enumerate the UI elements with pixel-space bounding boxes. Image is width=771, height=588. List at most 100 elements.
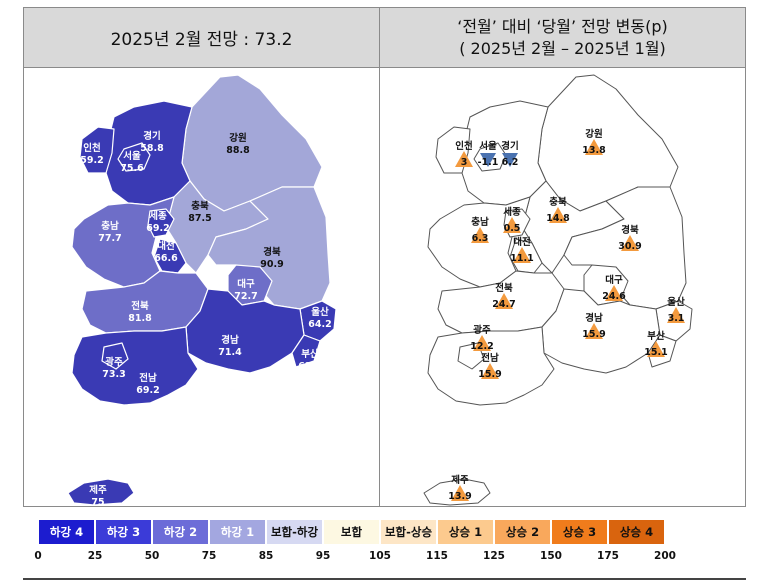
region-value-gangwon: 88.8 [226, 145, 250, 156]
change-region-name-daejeon: 대전 [513, 236, 530, 248]
region-name-chungnam: 충남 [101, 220, 119, 232]
left-map-labels: 인천59.2경기58.8서울75.6강원88.8충북87.5충남77.7세종69… [80, 130, 331, 506]
region-value-incheon: 59.2 [80, 155, 103, 166]
change-region-value-sejong: 0.5 [504, 223, 521, 234]
legend-item-2: 하강 2 [152, 519, 209, 545]
change-region-name-gwangju: 광주 [473, 324, 491, 336]
region-value-gyeongnam: 71.4 [218, 347, 242, 358]
region-name-sejong: 세종 [149, 210, 167, 222]
change-region-name-ulsan: 울산 [667, 296, 685, 308]
region-value-sejong: 69.2 [146, 223, 169, 234]
panel-divider [379, 7, 380, 507]
region-value-busan: 63.1 [298, 361, 321, 372]
region-value-ulsan: 64.2 [308, 319, 331, 330]
region-value-jeonnam: 69.2 [136, 385, 159, 396]
right-map-markers: 인천 3 서울 -1.1경기 6.2 강원 13.8 충북 14.8 충남 6.3 세종 0.5 대전 11… [448, 128, 685, 502]
left-panel-title: 2025년 2월 전망 : 73.2 [24, 8, 379, 68]
right-title-line2: ( 2025년 2월 – 2025년 1월) [459, 38, 666, 58]
legend-item-9: 상승 3 [551, 519, 608, 545]
change-region-name-jeju: 제주 [451, 474, 469, 486]
region-name-busan: 부산 [301, 348, 319, 360]
change-region-value-gwangju: 12.2 [470, 341, 493, 352]
change-region-name-daegu: 대구 [605, 274, 623, 286]
right-change-map: 인천 3 서울 -1.1경기 6.2 강원 13.8 충북 14.8 충남 6.3 세종 0.5 대전 11… [423, 74, 693, 506]
up-triangle-busan [647, 341, 665, 357]
up-triangle-daejeon [513, 247, 531, 263]
legend-item-6: 보합-상승 [380, 519, 437, 545]
change-region-value-chungnam: 6.3 [472, 233, 489, 244]
legend-tick-9: 150 [540, 550, 562, 562]
left-choropleth-map: 인천59.2경기58.8서울75.6강원88.8충북87.5충남77.7세종69… [67, 74, 337, 506]
legend-tick-3: 75 [201, 550, 217, 562]
region-name-jeonnam: 전남 [139, 372, 157, 384]
change-region-name-gyeongnam: 경남 [585, 312, 603, 324]
region-sejong [147, 208, 175, 238]
right-panel-title: ‘전월’ 대비 ‘당월’ 전망 변동(p) ( 2025년 2월 – 2025년… [380, 8, 745, 68]
up-triangle-gangwon [585, 139, 603, 155]
legend-tick-5: 95 [315, 550, 331, 562]
change-region-value-ulsan: 3.1 [668, 313, 685, 324]
change-region-value-daejeon: 11.1 [510, 253, 533, 264]
region-name-daejeon: 대전 [157, 240, 174, 252]
legend-item-5: 보합 [323, 519, 380, 545]
region-name-gyeonggi: 경기 [143, 130, 160, 142]
legend-tick-6: 105 [369, 550, 391, 562]
up-triangle-gwangju [473, 335, 491, 351]
region-value-gyeongbuk: 90.9 [260, 259, 283, 270]
up-triangle-sejong [503, 217, 521, 233]
region-jeonnam [71, 326, 199, 406]
change-region-value-jeonnam: 15.9 [478, 369, 501, 380]
legend-item-1: 하강 3 [95, 519, 152, 545]
region-incheon [79, 126, 115, 174]
change-region-name-busan: 부산 [647, 330, 665, 342]
change-region-name-incheon: 인천 [455, 141, 472, 152]
up-triangle-jeonbuk [495, 293, 513, 309]
change-region-value-jeonbuk: 24.7 [492, 299, 515, 310]
up-triangle-gyeongnam [585, 323, 603, 339]
region-name-gyeongnam: 경남 [221, 334, 239, 346]
change-region-value-daegu: 24.6 [602, 291, 626, 302]
down-triangle-seoul [480, 153, 496, 167]
up-triangle-incheon [455, 151, 473, 167]
legend-item-10: 상승 4 [608, 519, 665, 545]
region-name-incheon: 인천 [83, 143, 100, 154]
region-value-daejeon: 66.6 [154, 253, 178, 264]
up-triangle-gyeongbuk [621, 235, 639, 251]
region-name-ulsan: 울산 [311, 306, 329, 318]
legend-tick-8: 125 [483, 550, 505, 562]
change-region-name-gyeongbuk: 경북 [621, 224, 639, 236]
change-region-value-incheon: 3 [461, 157, 468, 168]
legend-bar: 하강 4 하강 3 하강 2 하강 1 보합-하강 보합 보합-상승 상승 1 상승 2 상승 3… [38, 519, 665, 545]
region-value-chungnam: 77.7 [98, 233, 121, 244]
change-region-value-gangwon: 13.8 [582, 145, 606, 156]
up-triangle-ulsan [667, 307, 685, 323]
change-region-value-gyeongbuk: 30.9 [618, 241, 641, 252]
legend-tick-11: 200 [654, 550, 676, 562]
legend-tick-1: 25 [87, 550, 103, 562]
region-name-gyeongbuk: 경북 [263, 246, 281, 258]
change-region-name-seoul: 서울 [479, 140, 497, 152]
right-title-line1: ‘전월’ 대비 ‘당월’ 전망 변동(p) [457, 16, 668, 36]
change-region-value-gyeongnam: 15.9 [582, 329, 605, 340]
change-region-name-sejong: 세종 [503, 206, 521, 218]
legend-item-7: 상승 1 [437, 519, 494, 545]
change-region-name-gyeonggi: 경기 [501, 140, 518, 152]
region-name-jeonbuk: 전북 [131, 300, 149, 312]
region-gwangju [101, 342, 129, 370]
region-value-gwangju: 73.3 [102, 369, 125, 380]
region-name-gwangju: 광주 [105, 356, 123, 368]
up-triangle-chungbuk [549, 207, 567, 223]
legend-tick-4: 85 [258, 550, 274, 562]
region-value-gyeonggi: 58.8 [140, 143, 164, 154]
legend-item-4: 보합-하강 [266, 519, 323, 545]
region-value-chungbuk: 87.5 [188, 213, 211, 224]
bottom-rule [23, 578, 746, 580]
region-value-seoul: 75.6 [120, 163, 144, 174]
change-region-name-gangwon: 강원 [585, 128, 602, 140]
legend-tick-10: 175 [597, 550, 619, 562]
up-triangle-chungnam [471, 227, 489, 243]
region-seoul [117, 142, 151, 172]
legend-item-8: 상승 2 [494, 519, 551, 545]
region-name-jeju: 제주 [89, 484, 107, 496]
region-busan [291, 334, 321, 368]
